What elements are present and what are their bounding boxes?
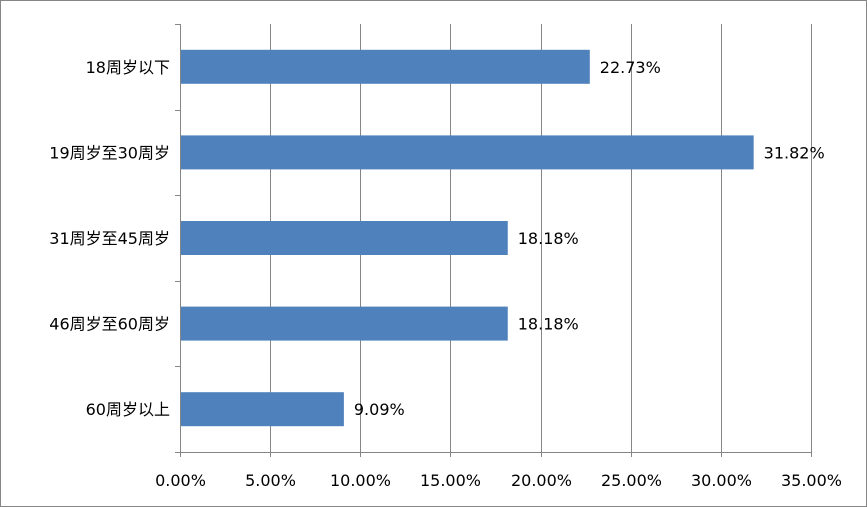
category-label-0: 18周岁以下 [86, 58, 170, 77]
x-tick-label-0: 0.00% [155, 471, 206, 490]
data-label-1: 31.82% [764, 143, 825, 162]
category-label-2: 31周岁至45周岁 [49, 229, 170, 248]
bar-4 [180, 392, 344, 427]
category-label-4: 60周岁以上 [86, 400, 170, 419]
bar-1 [180, 135, 754, 170]
data-label-4: 9.09% [354, 400, 405, 419]
x-tick-label-4: 20.00% [511, 471, 572, 490]
category-label-3: 46周岁至60周岁 [49, 315, 170, 334]
x-tick-label-7: 35.00% [781, 471, 842, 490]
bar-3 [180, 306, 508, 341]
category-label-1: 19周岁至30周岁 [49, 143, 170, 162]
x-tick-label-5: 25.00% [601, 471, 662, 490]
data-label-0: 22.73% [600, 58, 661, 77]
data-label-2: 18.18% [518, 229, 579, 248]
bar-0 [180, 49, 590, 84]
data-label-3: 18.18% [518, 315, 579, 334]
bar-2 [180, 221, 508, 255]
x-tick-label-2: 10.00% [330, 471, 391, 490]
x-tick-label-1: 5.00% [245, 471, 296, 490]
x-tick-label-6: 30.00% [691, 471, 752, 490]
x-tick-label-3: 15.00% [420, 471, 481, 490]
